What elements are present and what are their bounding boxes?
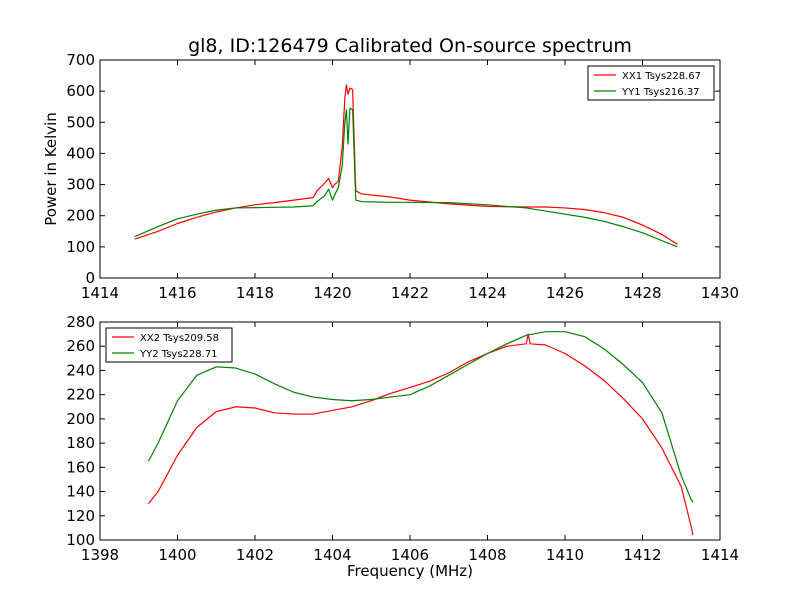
y-tick-label: 160 <box>66 458 95 476</box>
y-tick-label: 120 <box>66 507 95 525</box>
x-tick-label: 1428 <box>623 284 661 302</box>
y-tick-label: 140 <box>66 483 95 501</box>
x-tick-label: 1402 <box>236 546 274 564</box>
y-tick-label: 100 <box>66 531 95 549</box>
x-tick-label: 1404 <box>313 546 351 564</box>
y-tick-label: 280 <box>66 313 95 331</box>
y-tick-label: 240 <box>66 361 95 379</box>
legend-label: YY2 Tsys228.71 <box>139 349 218 360</box>
y-tick-label: 500 <box>66 113 95 131</box>
y-tick-label: 600 <box>66 82 95 100</box>
x-tick-label: 1420 <box>313 284 351 302</box>
x-tick-label: 1410 <box>546 546 584 564</box>
y-tick-label: 200 <box>66 410 95 428</box>
legend: XX1 Tsys228.67 YY1 Tsys216.37 <box>587 65 715 101</box>
series-line-2 <box>134 107 678 248</box>
x-tick-label: 1414 <box>701 546 739 564</box>
x-tick-label: 1424 <box>468 284 506 302</box>
series-line-1 <box>134 84 678 245</box>
bottom-plot: 1398 1400 1402 1404 1406 1408 1410 1412 1414 100 1… <box>66 313 739 580</box>
x-tick-label: 1414 <box>81 284 119 302</box>
y-tick-label: 0 <box>85 269 95 287</box>
x-tick-label: 1418 <box>236 284 274 302</box>
legend: XX2 Tsys209.58 YY2 Tsys228.71 <box>105 327 233 363</box>
y-tick-label: 100 <box>66 238 95 256</box>
legend-box <box>587 65 715 101</box>
top-plot: 1414 1416 1418 1420 1422 1424 1426 1428 1430 0 100… <box>42 51 739 302</box>
legend-label: YY1 Tsys216.37 <box>621 87 700 98</box>
x-tick-label: 1430 <box>701 284 739 302</box>
chart-title: gl8, ID:126479 Calibrated On-source spec… <box>188 35 632 57</box>
x-tick-label: 1426 <box>546 284 584 302</box>
x-tick-label: 1408 <box>468 546 506 564</box>
y-tick-label: 180 <box>66 434 95 452</box>
legend-box <box>105 327 233 363</box>
y-tick-label: 260 <box>66 337 95 355</box>
x-tick-label: 1400 <box>158 546 196 564</box>
x-tick-label: 1416 <box>158 284 196 302</box>
x-tick-label: 1406 <box>391 546 429 564</box>
series-line-2 <box>147 331 694 503</box>
y-tick-label: 400 <box>66 144 95 162</box>
y-tick-label: 200 <box>66 207 95 225</box>
x-tick-label: 1398 <box>81 546 119 564</box>
x-tick-label: 1422 <box>391 284 429 302</box>
x-tick-label: 1412 <box>623 546 661 564</box>
y-tick-label: 300 <box>66 176 95 194</box>
series-line-1 <box>147 333 694 536</box>
legend-label: XX2 Tsys209.58 <box>140 333 219 344</box>
y-axis-label: Power in Kelvin <box>42 112 60 226</box>
legend-label: XX1 Tsys228.67 <box>622 71 701 82</box>
x-axis-label: Frequency (MHz) <box>347 562 473 580</box>
y-tick-label: 700 <box>66 51 95 69</box>
y-tick-label: 220 <box>66 386 95 404</box>
